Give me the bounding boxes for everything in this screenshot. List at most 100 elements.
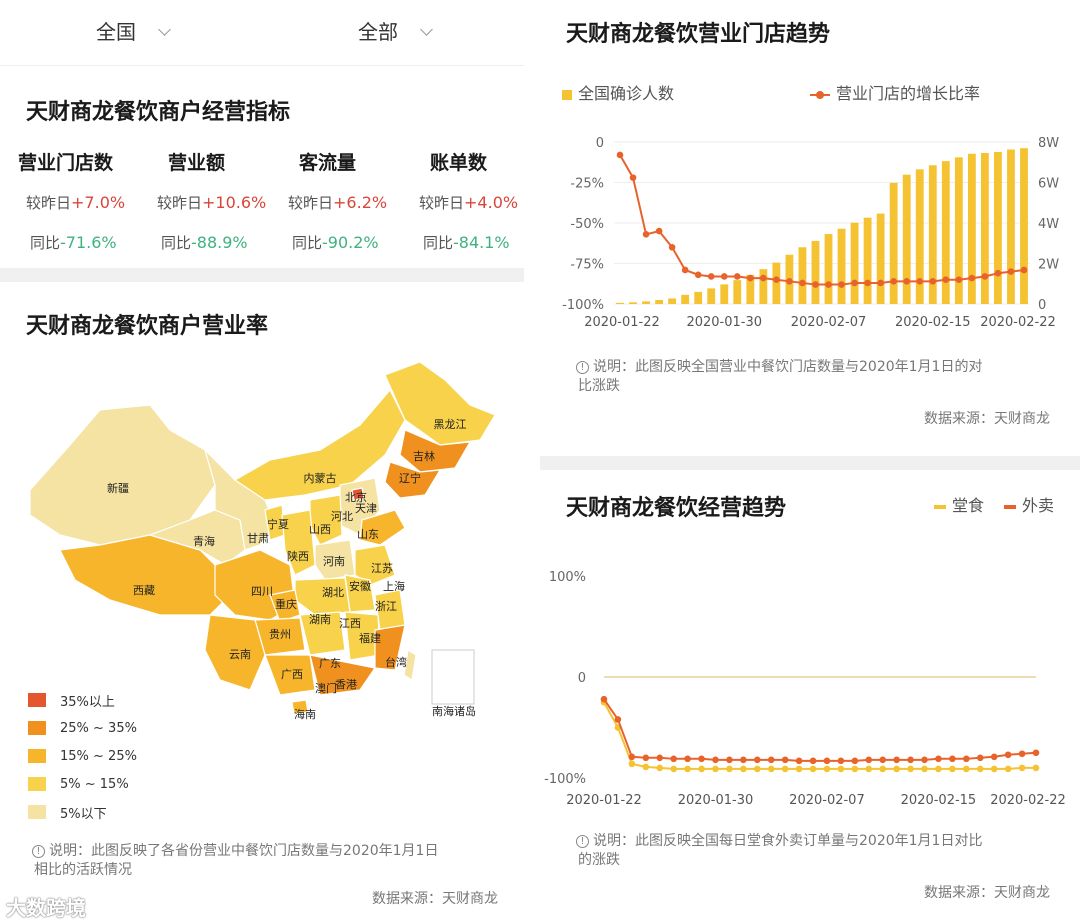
region-select[interactable]: 全国 [96,16,171,45]
delivery-point [740,756,747,764]
province-label: 河南 [323,555,345,568]
province-jiangsu [354,544,396,586]
confirmed-bar [759,269,768,304]
confirmed-bar [655,300,664,304]
ops-trend-title: 天财商龙餐饮经营趋势 [566,496,787,521]
confirmed-bar [746,274,755,304]
growth-point [916,278,924,285]
province-guangdong [309,654,377,696]
y-tick-label: 100% [549,570,586,585]
dine-in-point [1032,764,1040,772]
kpi-day-change: 较昨日+4.0% [419,192,518,213]
confirmed-bar [967,153,976,304]
confirmed-bar [642,301,650,304]
province-label: 北京 [345,490,367,504]
dine-in-point [990,765,998,773]
y-left-tick-label: -50% [570,217,604,232]
dine-in-point [976,765,984,773]
confirmed-bar [720,284,729,304]
growth-point [668,244,676,251]
kpi-label: 营业额 [167,152,225,174]
growth-point [681,266,689,274]
store-trend-note-line2: 比涨跌 [578,378,620,394]
delivery-point [795,757,803,765]
store-trend-source: 数据来源：天财商龙 [924,411,1050,427]
province-beijing [351,487,365,501]
growth-point [955,276,963,283]
province-label: 南海诸岛 [432,704,476,718]
growth-point [825,281,832,288]
province-label: 青海 [193,534,215,548]
growth-point [1007,268,1015,275]
region-select-label: 全国 [96,20,136,44]
delivery-point [893,756,900,764]
province-yunnan [204,614,266,691]
delivery-point [921,756,928,764]
delivery-point [670,755,677,763]
ops-trend-chart: 100% 0 -100% 2020-01-22 2020-01-30 2020-02-07… [544,570,1066,808]
growth-point [877,279,884,287]
province-shaanxi [281,509,316,576]
province-label: 浙江 [375,600,397,613]
confirmed-bar [954,157,963,304]
growth-point [981,273,989,280]
province-liaoning [384,461,442,499]
growth-point [786,278,793,285]
province-label: 黑龙江 [434,418,467,431]
dine-in-point [893,765,900,773]
legend-dine-in-label: 堂食 [952,496,985,515]
map-legend-item: 5% ~ 15% [28,770,137,798]
province-label: 陕西 [287,549,309,563]
legend-dine-in-swatch [934,504,946,509]
x-tick-label: 2020-02-15 [901,793,977,808]
growth-point [733,273,741,280]
dine-in-point [642,763,650,771]
growth-point [838,281,845,288]
delivery-point [712,756,719,764]
dine-in-point [1018,764,1026,772]
x-tick-label: 2020-02-07 [791,315,867,330]
legend-dine-in: 堂食 [934,492,984,516]
map-legend-label: 5%以下 [60,806,107,822]
delivery-point [628,753,636,761]
x-tick-label: 2020-02-22 [990,793,1066,808]
dine-in-point [879,765,887,773]
province-label: 内蒙古 [304,471,337,485]
chevron-down-icon [420,23,433,36]
legend-bar-swatch [562,89,572,100]
province-label: 台湾 [385,655,407,669]
confirmed-bar [733,280,742,304]
growth-point [760,274,767,282]
kpi-day-change: 较昨日+10.6% [157,192,266,213]
kpi-card: 账单数 [393,148,524,175]
province-label: 甘肃 [247,532,269,545]
province-label: 福建 [359,631,381,645]
store-trend-chart: 0 -25% -50% -75% -100% 8W 6W 4W 2W 0 2020-01-22 202… [562,136,1059,330]
confirmed-bar [928,165,937,304]
delivery-point [684,755,691,763]
dine-in-point [670,765,677,773]
legend-line-swatch [810,90,830,99]
x-tick-label: 2020-02-15 [895,315,971,330]
dine-in-point [851,765,859,773]
kpi-yoy-change: 同比-71.6% [30,232,117,253]
confirmed-bar [889,182,898,304]
map-legend-swatch [28,777,46,791]
dine-in-point [921,765,928,773]
province-label: 云南 [229,648,251,661]
y-tick-label: 0 [578,671,586,686]
y-left-tick-label: -25% [570,177,604,192]
province-label: 贵州 [269,628,291,641]
kpi-yoy-change-prefix: 同比 [292,234,323,252]
dine-in-point [949,765,956,773]
delivery-point [642,754,650,762]
kpi-yoy-change: 同比-84.1% [423,232,510,253]
section-divider [0,268,524,282]
south-sea-inset [431,649,475,705]
province-hainan [291,699,309,715]
growth-point [1020,266,1028,274]
dine-in-point [753,765,761,773]
map-note-line1: 说明：此图反映了各省份营业中餐饮门店数量与2020年1月1日 [49,843,439,859]
category-select[interactable]: 全部 [358,16,433,45]
